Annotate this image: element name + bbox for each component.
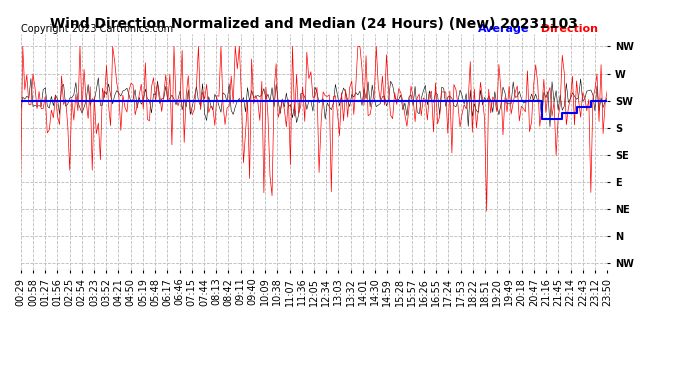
Text: Copyright 2023 Cartronics.com: Copyright 2023 Cartronics.com	[21, 24, 172, 34]
Title: Wind Direction Normalized and Median (24 Hours) (New) 20231103: Wind Direction Normalized and Median (24…	[50, 17, 578, 31]
Text: Average: Average	[478, 24, 529, 34]
Text: Direction: Direction	[537, 24, 598, 34]
